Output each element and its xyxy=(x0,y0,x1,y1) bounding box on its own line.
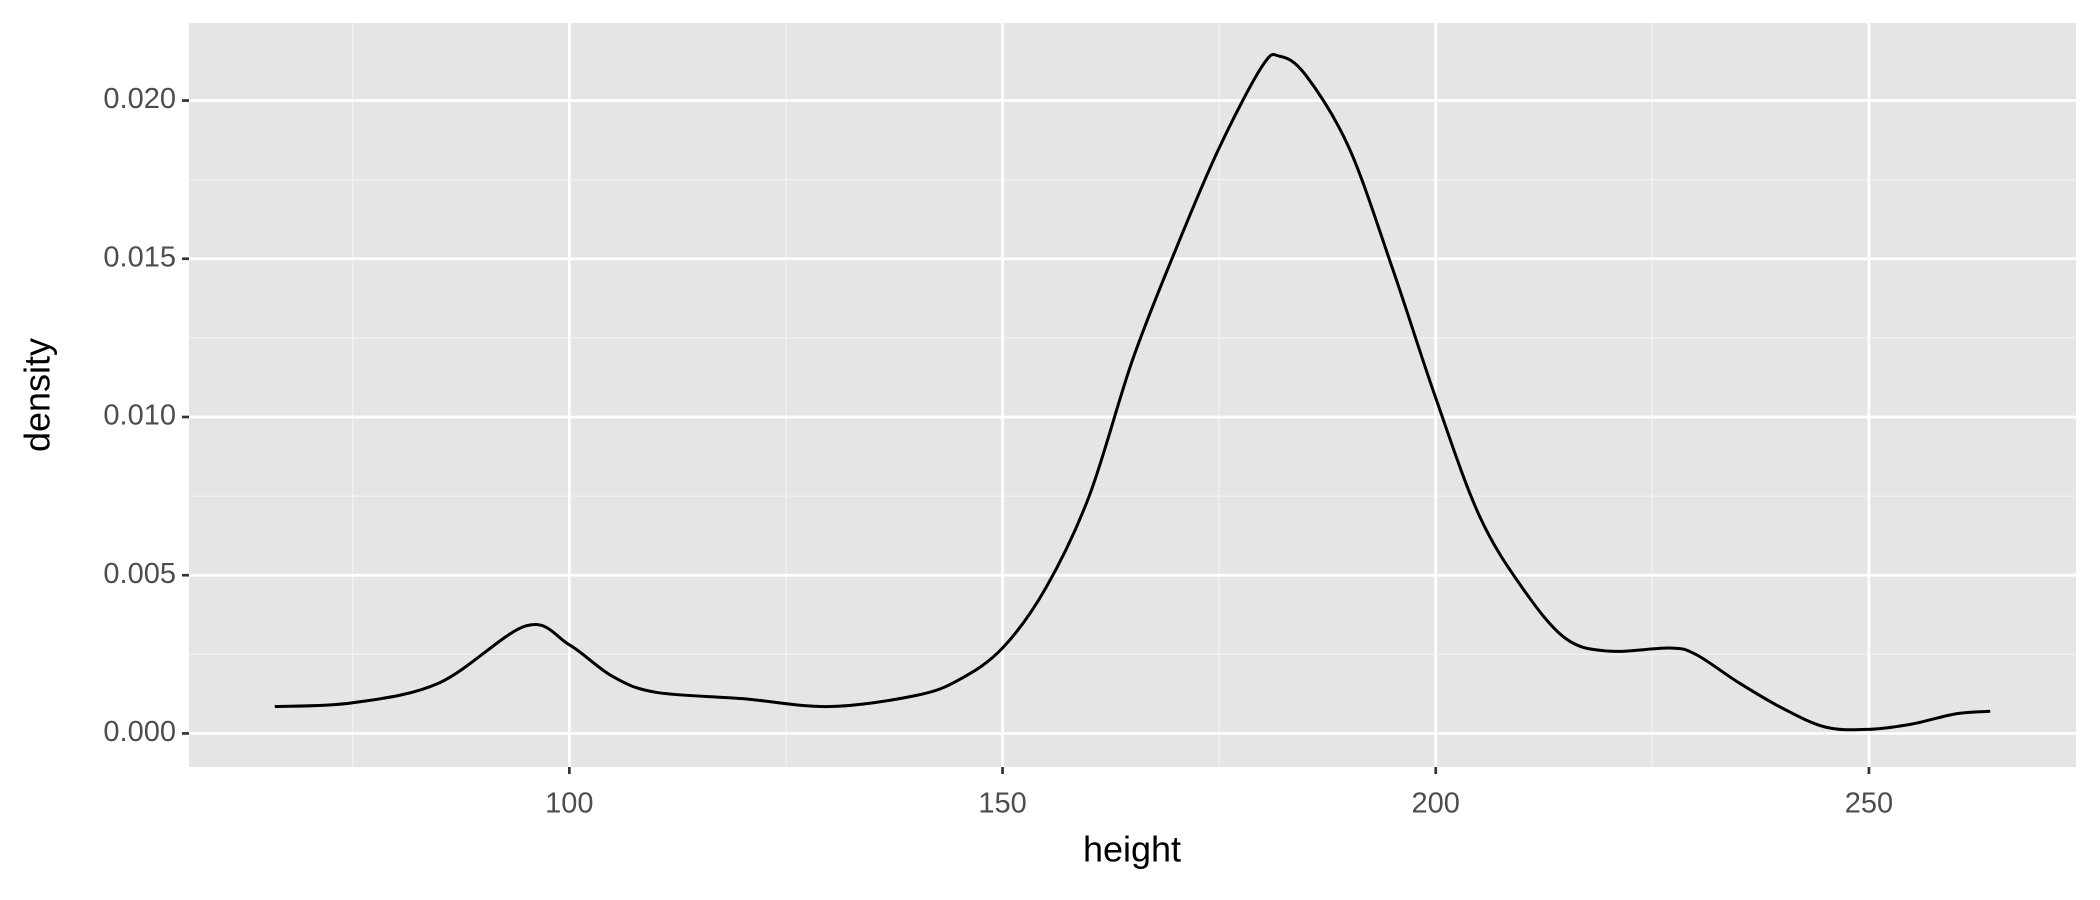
y-tick-label: 0.015 xyxy=(103,241,176,273)
plot-area xyxy=(274,53,1991,732)
x-tick-label: 100 xyxy=(545,788,593,820)
x-tick-label: 200 xyxy=(1412,788,1460,820)
x-tick-label: 150 xyxy=(978,788,1026,820)
y-tick-label: 0.005 xyxy=(103,558,176,590)
grid xyxy=(189,23,2076,767)
density-line xyxy=(274,53,1991,732)
y-axis-title: density xyxy=(17,338,58,452)
y-tick-label: 0.000 xyxy=(103,716,176,748)
panel-background xyxy=(189,23,2076,767)
y-tick-label: 0.020 xyxy=(103,83,176,115)
y-tick-label: 0.010 xyxy=(103,400,176,432)
x-tick-label: 250 xyxy=(1845,788,1893,820)
x-axis-title: height xyxy=(1083,829,1181,870)
